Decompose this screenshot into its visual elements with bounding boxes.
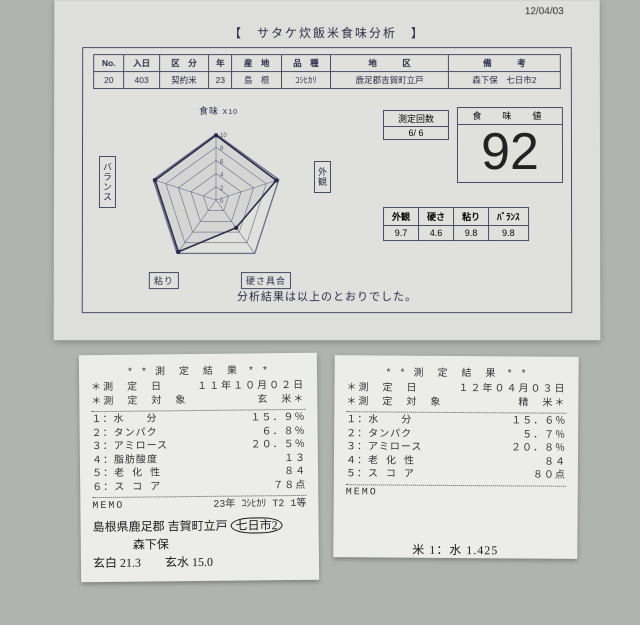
hand-line-1: 島根県鹿足郡 吉賀町立戸 bbox=[93, 518, 228, 533]
analysis-report: 12/04/03 【 サタケ炊飯米食味分析 】 No.入日区 分年産 地品 種地… bbox=[54, 0, 601, 340]
axis-bl: 粘り bbox=[149, 272, 179, 289]
radar-svg: 0246810 bbox=[101, 108, 331, 288]
report-date: 12/04/03 bbox=[525, 6, 564, 17]
axis-br: 硬さ具合 bbox=[241, 272, 291, 289]
hdr-col: No. bbox=[94, 55, 124, 72]
handwritten-notes: 島根県鹿足郡 吉賀町立戸 七日市2 森下保 玄白 21.3 玄水 15.0 bbox=[93, 515, 308, 571]
title-text: サタケ炊飯米食味分析 bbox=[257, 26, 397, 40]
sub-col: 硬さ bbox=[419, 208, 454, 226]
hdr-col: 品 種 bbox=[281, 55, 330, 72]
hdr-cell: 鹿足郡吉賀町立戸 bbox=[331, 72, 449, 89]
hdr-col: 備 考 bbox=[448, 55, 560, 72]
receipt-row: ＊測 定 対 象精 米＊ bbox=[346, 396, 566, 411]
receipt-left: 測 定 結 果 ＊測 定 日１１年１０月０２日＊測 定 対 象玄 米＊ １：水 … bbox=[79, 353, 319, 582]
header-table: No.入日区 分年産 地品 種地 区備 考 20403契約米23島 根ｺｼﾋｶﾘ… bbox=[93, 54, 561, 89]
axis-right: 外観 bbox=[314, 161, 331, 193]
receipt-row: ６：ス コ ア ７８点 bbox=[92, 479, 306, 495]
receipt-right: 測 定 結 果 ＊測 定 日１２年０４月０３日＊測 定 対 象精 米＊ １：水 … bbox=[333, 355, 578, 559]
measure-label: 測定回数 bbox=[383, 110, 449, 127]
radar-chart: 0246810 食味 X10 外観 硬さ具合 粘り バランス bbox=[101, 108, 331, 288]
receipt-row: ５：ス コ ア ８０点 bbox=[346, 468, 566, 483]
hand-line-3: 玄白 21.3 玄水 15.0 bbox=[93, 551, 307, 571]
sub-col: ﾊﾞﾗﾝｽ bbox=[489, 208, 529, 226]
sub-val: 9.8 bbox=[489, 226, 529, 241]
report-panel: No.入日区 分年産 地品 種地 区備 考 20403契約米23島 根ｺｼﾋｶﾘ… bbox=[82, 47, 573, 313]
sub-val: 4.6 bbox=[419, 226, 454, 241]
report-footer: 分析結果は以上のとおりでした。 bbox=[83, 288, 571, 304]
memo-printed: 23年 ｺｼﾋｶﾘ T2 1等 bbox=[213, 498, 306, 512]
axis-top: 食味 X10 bbox=[199, 104, 238, 117]
taste-score-value: 92 bbox=[458, 125, 562, 179]
memo-label: MEMO bbox=[92, 500, 124, 514]
hdr-cell: 23 bbox=[209, 72, 232, 89]
receipt2-title: 測 定 結 果 bbox=[347, 363, 567, 381]
measure-value: 6/ 6 bbox=[383, 127, 449, 140]
hdr-cell: 契約米 bbox=[159, 72, 208, 89]
score-area: 測定回数 6/ 6 食 味 値 92 外観硬さ粘りﾊﾞﾗﾝｽ 9.74.69.8… bbox=[383, 110, 563, 241]
receipt1-title: 測 定 結 果 bbox=[91, 361, 305, 379]
sub-val: 9.7 bbox=[384, 226, 419, 241]
hdr-cell: 20 bbox=[94, 72, 124, 89]
axis-left: バランス bbox=[99, 156, 116, 208]
report-title: 【 サタケ炊飯米食味分析 】 bbox=[82, 24, 572, 41]
hand-line-2: 森下保 bbox=[93, 533, 307, 553]
hdr-col: 入日 bbox=[124, 55, 160, 72]
hdr-cell: ｺｼﾋｶﾘ bbox=[281, 72, 330, 89]
hdr-cell: 島 根 bbox=[232, 72, 281, 89]
hand-circled: 七日市2 bbox=[231, 517, 283, 534]
receipt-row: ＊測 定 対 象玄 米＊ bbox=[91, 393, 305, 409]
divider bbox=[346, 411, 566, 414]
sub-val: 9.8 bbox=[454, 226, 489, 241]
sub-col: 外観 bbox=[384, 208, 419, 226]
hdr-col: 区 分 bbox=[159, 55, 208, 72]
hdr-col: 産 地 bbox=[232, 55, 281, 72]
svg-text:10: 10 bbox=[220, 133, 227, 139]
hdr-cell: 森下保 七日市2 bbox=[448, 72, 560, 89]
measure-count-box: 測定回数 6/ 6 bbox=[383, 110, 449, 140]
handwritten-ratio: 米 1：水 1.425 bbox=[345, 540, 565, 559]
memo-label-2: MEMO bbox=[346, 487, 566, 500]
taste-score-box: 食 味 値 92 bbox=[457, 107, 563, 183]
divider bbox=[346, 484, 566, 487]
hdr-cell: 403 bbox=[124, 72, 160, 89]
subscore-table: 外観硬さ粘りﾊﾞﾗﾝｽ 9.74.69.89.8 bbox=[383, 207, 529, 241]
hdr-col: 年 bbox=[209, 55, 232, 72]
sub-col: 粘り bbox=[454, 208, 489, 226]
memo-row: MEMO 23年 ｺｼﾋｶﾘ T2 1等 bbox=[92, 498, 306, 514]
hdr-col: 地 区 bbox=[331, 55, 449, 72]
